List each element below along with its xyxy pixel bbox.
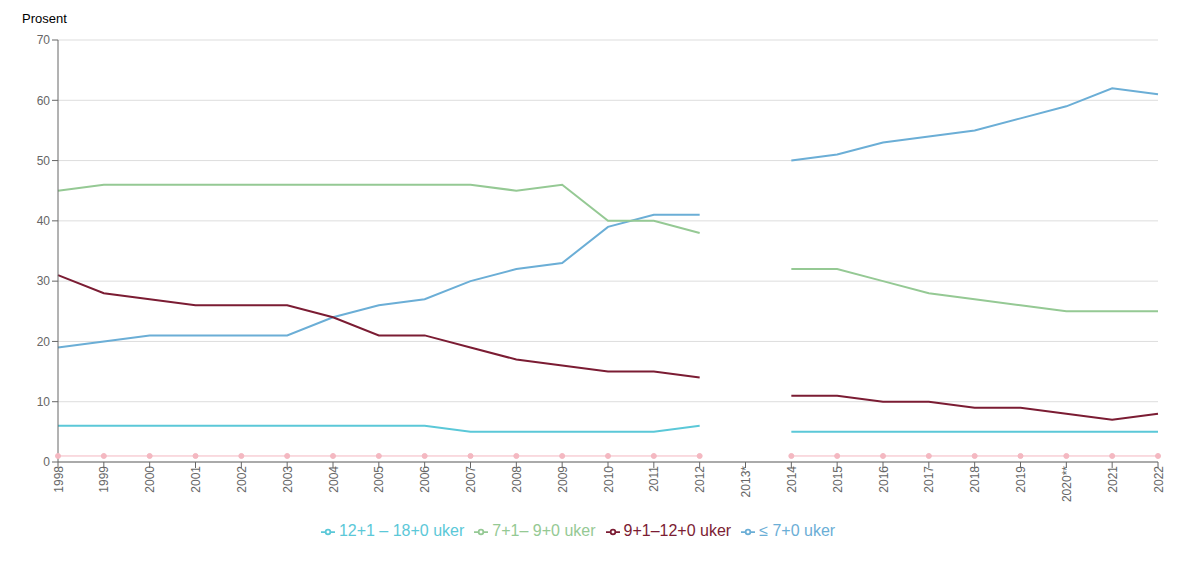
html-text:9+1–12+0 uker: 9+1–12+0 uker [623,522,732,539]
svg-text:2018: 2018 [968,466,982,493]
svg-text:2019: 2019 [1014,466,1028,493]
svg-text:2020**: 2020** [1060,466,1074,502]
svg-text:60: 60 [37,94,51,108]
svg-text:2014: 2014 [785,466,799,493]
svg-text:2005: 2005 [372,466,386,493]
html-text:≤ 7+0 uker: ≤ 7+0 uker [759,522,836,539]
svg-text:2008: 2008 [510,466,524,493]
html-text:7+1– 9+0 uker: 7+1– 9+0 uker [492,522,596,539]
svg-text:30: 30 [37,274,51,288]
svg-text:2017: 2017 [922,466,936,493]
svg-text:20: 20 [37,335,51,349]
svg-text:2006: 2006 [418,466,432,493]
svg-text:2012: 2012 [693,466,707,493]
svg-text:0: 0 [43,455,50,469]
html-text:Prosent: Prosent [22,11,67,26]
svg-text:2001: 2001 [189,466,203,493]
svg-text:2004: 2004 [327,466,341,493]
svg-text:2007: 2007 [464,466,478,493]
svg-text:2016: 2016 [877,466,891,493]
svg-text:2009: 2009 [556,466,570,493]
svg-text:2013*: 2013* [739,466,753,498]
svg-text:2000: 2000 [143,466,157,493]
svg-text:1998: 1998 [52,466,66,493]
svg-text:2022: 2022 [1152,466,1166,493]
svg-text:2010: 2010 [602,466,616,493]
svg-text:50: 50 [37,154,51,168]
svg-text:70: 70 [37,33,51,47]
svg-text:2015: 2015 [831,466,845,493]
svg-text:1999: 1999 [97,466,111,493]
svg-text:2011: 2011 [647,466,661,492]
svg-text:2021: 2021 [1106,466,1120,493]
svg-text:2002: 2002 [235,466,249,493]
html-text:12+1 – 18+0 uker: 12+1 – 18+0 uker [338,522,465,539]
svg-text:40: 40 [37,214,51,228]
svg-text:10: 10 [37,395,51,409]
svg-text:2003: 2003 [281,466,295,493]
